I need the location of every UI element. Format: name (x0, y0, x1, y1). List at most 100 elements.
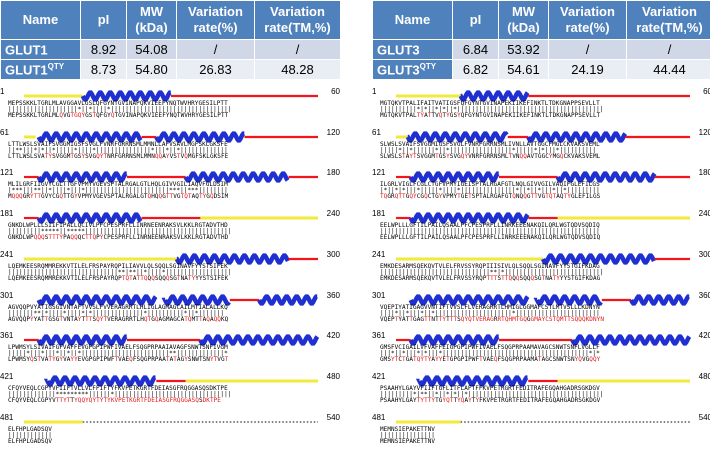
row-variation-rate: / (549, 40, 627, 60)
header-variation-rate-tm: Variation rate(TM,%) (627, 1, 710, 40)
table-header-row: Name pI MW (kDa) Variation rate(%) Varia… (373, 1, 710, 40)
qty-variant-sequence-line: MQQQGRYTTGVYCGQTTGYVPMYVGEVSPTALRGALGTQH… (8, 194, 228, 200)
alpha-helix-mark (177, 255, 288, 262)
qty-variant-sequence-line: AGVQQPYYATTGSGTVNTAYTTTSQYTVERAGRRTLHQTG… (8, 317, 228, 323)
table-row: GLUT3 6.84 53.92 / / (373, 40, 710, 60)
header-name: Name (373, 1, 453, 40)
alpha-helix-mark (411, 337, 499, 344)
alpha-helix-mark (408, 133, 507, 140)
row-variation-rate-tm: / (255, 40, 341, 60)
qty-variant-sequence-line: SLWSLSTAYTSVGGMTGSYSVGQYVNRFGRRNSMLTVNQQ… (380, 154, 600, 160)
alpha-helix-mark (39, 296, 156, 303)
alpha-helix-mark (39, 133, 141, 140)
header-mw: MW (kDa) (127, 1, 177, 40)
qty-variant-sequence-line: GNKDLWPQQQSTTTYPAQQQCTTQPYCPESPRFLLINRNE… (8, 235, 228, 241)
row-name: GLUT1 (1, 40, 81, 60)
row-name: GLUT3QTY (373, 60, 453, 80)
header-pi: pI (81, 1, 127, 40)
qty-variant-sequence-line: EELWPLLLGFTILPAILQSAALPFCPESPRFLLINRKEEE… (380, 235, 600, 241)
qty-variant-sequence-line: MGTQKVTPALTYATTVQTYGSYQFGYNTGVINAPEKIIKE… (380, 113, 600, 119)
row-name: GLUT1QTY (1, 60, 81, 80)
alpha-helix-mark (631, 296, 689, 303)
table-row: GLUT1 8.92 54.08 / / (1, 40, 341, 60)
glut3-properties-table: Name pI MW (kDa) Variation rate(%) Varia… (372, 0, 710, 80)
alpha-helix-mark (200, 337, 317, 344)
header-variation-rate-tm: Variation rate(TM,%) (255, 1, 341, 40)
qty-variant-sequence-line: EMKDESARMSQEKQVTVLELFRVSSYRQPTTTSTTQQQSQ… (380, 276, 600, 282)
alpha-helix-mark (420, 378, 528, 385)
header-variation-rate: Variation rate(%) (549, 1, 627, 40)
alpha-helix-mark (165, 296, 229, 303)
alpha-helix-mark (83, 93, 171, 100)
alpha-helix-mark (259, 296, 317, 303)
row-variation-rate: 26.83 (177, 60, 255, 80)
alpha-helix-mark (411, 174, 499, 181)
qty-variant-sequence-line: VQEPTYATTGAGTTNTTYTTTSQYQTVERAGRRTQHMTGQ… (380, 317, 604, 323)
alpha-helix-mark (558, 174, 655, 181)
row-mw: 54.08 (127, 40, 177, 60)
qty-variant-sequence-line: CFQYVEQLCGPYVTTYTTYQQYQYTYTYKVPETKGRTFDE… (8, 398, 221, 404)
row-pi: 8.92 (81, 40, 127, 60)
alpha-helix-mark (48, 378, 156, 385)
alpha-helix-mark (39, 337, 127, 344)
glut1-properties-table: Name pI MW (kDa) Variation rate(%) Varia… (0, 0, 341, 80)
table-row: GLUT1QTY 8.73 54.80 26.83 48.28 (1, 60, 341, 80)
alpha-helix-mark (572, 337, 689, 344)
qty-variant-sequence-line: LPWMSYQSTVATYGYVAYYEVGPGPIPWFTVAEQFSQGPR… (8, 357, 228, 363)
qty-variant-sequence-line: ELFHPLGADSQV (8, 439, 52, 445)
header-pi: pI (453, 1, 499, 40)
qty-variant-sequence-line: PSAAHYLGAYTYTTYTGYQTTYQAYTYFKVPETRGRTFED… (380, 398, 600, 404)
row-mw: 54.80 (127, 60, 177, 80)
qty-variant-sequence-line: TQGRQTTGQYCGQCTGYVPMYTGETSPTALRGAFGTQNQQ… (380, 194, 600, 200)
alpha-helix-mark (528, 133, 625, 140)
table-row: GLUT3QTY 6.82 54.61 24.19 44.44 (373, 60, 710, 80)
header-variation-rate: Variation rate(%) (177, 1, 255, 40)
row-variation-rate-tm: 48.28 (255, 60, 341, 80)
qty-variant-sequence-line: GMSYTCTGATQYTYAYYETGPGPIPWFTVAEQFSQGPRPA… (380, 357, 600, 363)
row-variation-rate-tm: / (627, 40, 710, 60)
alpha-helix-mark (156, 133, 244, 140)
row-variation-rate-tm: 44.44 (627, 60, 710, 80)
row-name: GLUT3 (373, 40, 453, 60)
alpha-helix-mark (537, 296, 601, 303)
alpha-helix-mark (39, 215, 141, 222)
header-mw: MW (kDa) (499, 1, 549, 40)
table-header-row: Name pI MW (kDa) Variation rate(%) Varia… (1, 1, 341, 40)
qty-variant-sequence-line: LTTLWSLSVATYSVGGMTGSYSVGQYTNRFGRRNSMLMMN… (8, 154, 228, 160)
qty-variant-sequence-line: LQEMKEESRQMMREKKVTILELFRSPAYRQPTQTATTQQQ… (8, 276, 228, 282)
row-mw: 54.61 (499, 60, 549, 80)
alpha-helix-mark (411, 296, 528, 303)
row-variation-rate: / (177, 40, 255, 60)
glut1-panel: Name pI MW (kDa) Variation rate(%) Varia… (0, 0, 340, 449)
row-mw: 53.92 (499, 40, 549, 60)
qty-variant-sequence-line: MEPSSKKLTGRLMLQVGTGQYGSTQFGYQTGVINAPQKVI… (8, 113, 228, 119)
row-pi: 6.84 (453, 40, 499, 60)
row-pi: 6.82 (453, 60, 499, 80)
alpha-helix-mark (186, 174, 288, 181)
alpha-helix-mark (543, 255, 654, 262)
glut3-panel: Name pI MW (kDa) Variation rate(%) Varia… (372, 0, 710, 449)
row-variation-rate: 24.19 (549, 60, 627, 80)
row-pi: 8.73 (81, 60, 127, 80)
alpha-helix-mark (411, 215, 528, 222)
header-name: Name (1, 1, 81, 40)
alpha-helix-mark (39, 174, 127, 181)
